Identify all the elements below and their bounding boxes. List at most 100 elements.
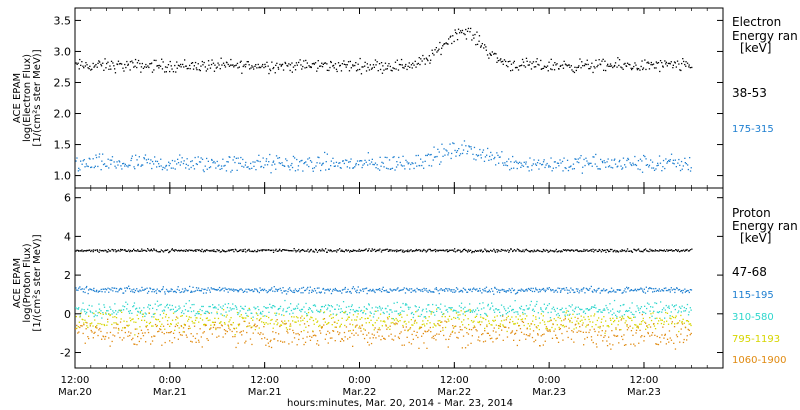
- data-point: [424, 325, 426, 327]
- data-point: [374, 248, 376, 251]
- data-point: [411, 288, 413, 290]
- data-point: [542, 344, 544, 346]
- data-point: [389, 309, 391, 311]
- data-point: [447, 346, 449, 348]
- data-point: [255, 64, 257, 66]
- data-point: [185, 163, 187, 165]
- data-point: [86, 165, 88, 167]
- data-point: [370, 342, 373, 345]
- data-point: [510, 70, 512, 72]
- data-point: [128, 312, 131, 314]
- data-point: [143, 158, 146, 160]
- data-point: [646, 302, 649, 304]
- data-point: [542, 248, 545, 251]
- data-point: [311, 289, 313, 291]
- data-point: [217, 308, 219, 310]
- data-point: [365, 307, 367, 310]
- data-point: [672, 64, 674, 66]
- data-point: [99, 323, 101, 325]
- data-point: [416, 331, 418, 333]
- data-point: [194, 249, 196, 252]
- data-point: [266, 338, 268, 340]
- data-point: [219, 327, 221, 329]
- data-point: [559, 328, 561, 330]
- data-point: [233, 251, 235, 253]
- data-point: [658, 155, 661, 157]
- data-point: [572, 249, 574, 252]
- data-point: [205, 70, 207, 72]
- data-point: [212, 288, 215, 290]
- data-point: [224, 333, 227, 335]
- data-point: [86, 311, 88, 314]
- data-point: [172, 249, 175, 251]
- data-point: [580, 330, 582, 333]
- data-point: [681, 305, 683, 307]
- data-point: [158, 67, 160, 69]
- data-point: [496, 249, 498, 251]
- data-point: [619, 329, 621, 331]
- data-point: [517, 69, 520, 71]
- data-point: [234, 161, 236, 164]
- data-point: [445, 309, 447, 311]
- data-point: [147, 329, 149, 331]
- data-point: [520, 308, 522, 310]
- data-point: [215, 328, 217, 331]
- data-point: [224, 250, 226, 253]
- data-point: [647, 61, 649, 63]
- data-point: [397, 250, 399, 252]
- data-point: [174, 249, 176, 251]
- data-point: [282, 308, 285, 310]
- data-point: [214, 317, 216, 319]
- data-point: [651, 334, 653, 336]
- data-point: [365, 287, 368, 289]
- data-point: [393, 319, 396, 321]
- data-point: [604, 309, 606, 311]
- data-point: [355, 162, 357, 165]
- data-point: [345, 306, 348, 308]
- data-point: [686, 248, 688, 251]
- data-point: [413, 330, 415, 332]
- data-point: [391, 290, 393, 292]
- data-point: [373, 329, 375, 331]
- data-point: [567, 249, 569, 251]
- data-point: [586, 160, 588, 162]
- data-point: [82, 160, 84, 162]
- data-point: [450, 318, 453, 320]
- data-point: [209, 305, 211, 308]
- data-point: [456, 311, 458, 313]
- data-point: [493, 320, 495, 322]
- data-point: [134, 328, 136, 330]
- data-point: [440, 311, 443, 313]
- data-point: [597, 168, 599, 170]
- data-point: [625, 291, 627, 293]
- data-point: [404, 65, 406, 67]
- data-point: [364, 249, 366, 251]
- data-point: [162, 251, 165, 253]
- data-point: [555, 334, 557, 336]
- data-point: [523, 65, 525, 67]
- data-point: [238, 323, 241, 325]
- data-point: [358, 327, 360, 329]
- data-point: [578, 250, 580, 253]
- legend-entry: 38-53: [732, 86, 767, 100]
- data-point: [203, 312, 206, 314]
- data-point: [531, 290, 534, 293]
- data-point: [690, 167, 692, 169]
- data-point: [352, 167, 355, 169]
- data-point: [663, 250, 665, 252]
- data-point: [227, 324, 229, 326]
- data-point: [578, 292, 580, 294]
- data-point: [304, 341, 307, 343]
- data-point: [434, 49, 436, 51]
- data-point: [376, 331, 379, 333]
- data-point: [502, 60, 504, 63]
- data-point: [641, 313, 643, 316]
- data-point: [415, 311, 417, 313]
- data-point: [661, 250, 664, 252]
- data-point: [138, 156, 140, 158]
- data-point: [83, 309, 85, 311]
- proton-panel-frame: [74, 187, 724, 369]
- data-point: [279, 63, 281, 66]
- data-point: [423, 342, 425, 344]
- data-point: [482, 333, 484, 335]
